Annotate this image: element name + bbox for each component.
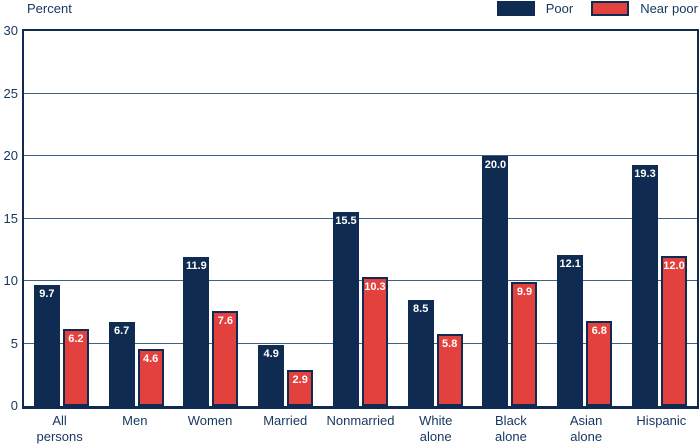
bar-group: 9.7 6.2	[33, 284, 89, 406]
bar-poor: 11.9	[183, 257, 210, 406]
bar-value-label: 9.7	[39, 287, 55, 300]
x-axis-label: White alone	[419, 413, 453, 444]
y-tick-label: 5	[10, 335, 18, 351]
bar-value-label: 9.9	[516, 286, 533, 299]
bar-near-poor: 6.8	[586, 321, 613, 406]
gridline-25	[24, 92, 697, 94]
bar-value-label: 20.0	[484, 159, 507, 171]
bar-poor: 8.5	[407, 299, 434, 406]
legend-swatch	[591, 1, 630, 16]
bar-poor: 4.9	[258, 344, 285, 406]
y-axis-title: Percent	[27, 1, 72, 16]
bar-near-poor: 10.3	[361, 277, 388, 406]
legend: Poor Near poor	[496, 1, 698, 16]
bar-near-poor: 7.6	[212, 311, 239, 406]
legend-label: Poor	[545, 1, 574, 16]
bar-value-label: 19.3	[634, 167, 656, 180]
bar-group: 11.9 7.6	[183, 257, 239, 406]
y-tick-label: 0	[10, 398, 18, 413]
bar-group: 4.9 2.9	[258, 344, 314, 406]
y-tick-label: 10	[3, 273, 18, 288]
bar-group: 12.1 6.8	[557, 254, 613, 406]
legend-swatch	[496, 1, 535, 16]
bar-group: 8.5 5.8	[407, 299, 463, 406]
bar-value-label: 15.5	[335, 215, 357, 228]
bar-value-label: 7.6	[217, 315, 234, 327]
bar-value-label: 12.0	[663, 260, 685, 272]
y-axis-ticks: 0 5 10 15 20 25 30	[0, 23, 18, 413]
gridline-15	[24, 217, 697, 219]
bar-value-label: 11.9	[186, 260, 207, 273]
bar-near-poor: 12.0	[661, 256, 687, 406]
legend-item-near-poor: Near poor	[591, 1, 698, 16]
bar-groups: 9.7 6.2 6.7 4.6 11.9 7.6 4.9 2.9 15.5 10.3 8.5 5.8 2…	[24, 31, 697, 406]
y-tick-label: 30	[3, 23, 18, 38]
x-axis-label: All persons	[36, 413, 83, 444]
bar-value-label: 4.9	[263, 347, 279, 360]
legend-item-poor: Poor	[496, 1, 574, 16]
y-tick-label: 15	[3, 210, 18, 226]
y-tick-label: 20	[3, 148, 18, 163]
bar-value-label: 4.6	[142, 352, 159, 365]
bar-poor: 12.1	[557, 254, 584, 406]
bar-poor: 9.7	[33, 284, 60, 406]
bar-group: 20.0 9.9	[482, 156, 538, 406]
x-axis-label: Asian alone	[569, 413, 603, 444]
bar-near-poor: 2.9	[287, 369, 314, 406]
bar-poor: 15.5	[332, 212, 359, 406]
bar-value-label: 10.3	[364, 281, 386, 294]
bar-near-poor: 5.8	[436, 333, 463, 406]
bar-group: 15.5 10.3	[332, 212, 388, 406]
legend-label: Near poor	[640, 1, 698, 16]
bar-value-label: 6.7	[113, 325, 130, 338]
gridline-5	[24, 342, 697, 344]
bar-group: 6.7 4.6	[108, 322, 164, 406]
bar-value-label: 2.9	[292, 373, 308, 386]
x-axis-label: Hispanic	[636, 413, 687, 428]
x-axis-label: Women	[187, 413, 233, 428]
x-axis-labels: All persons Men Women Married Nonmarried Whit…	[22, 413, 699, 445]
bar-value-label: 8.5	[413, 302, 429, 315]
bar-group: 19.3 12.0	[632, 164, 687, 406]
gridline-10	[24, 280, 697, 281]
plot-area: 9.7 6.2 6.7 4.6 11.9 7.6 4.9 2.9 15.5 10.3 8.5 5.8 2…	[22, 29, 699, 409]
bar-value-label: 6.2	[68, 332, 84, 345]
bar-near-poor: 6.2	[62, 328, 89, 406]
bar-poor: 20.0	[482, 156, 509, 406]
bar-value-label: 6.8	[591, 325, 607, 337]
x-axis-label: Black alone	[495, 413, 527, 444]
bar-near-poor: 9.9	[511, 282, 538, 406]
y-tick-label: 25	[3, 85, 18, 101]
gridline-20	[24, 155, 697, 156]
x-axis-label: Married	[263, 413, 308, 428]
x-axis-label: Men	[122, 413, 148, 428]
bar-poor: 19.3	[632, 164, 658, 406]
bar-poor: 6.7	[108, 322, 135, 406]
x-axis-label: Nonmarried	[326, 413, 395, 428]
bar-value-label: 5.8	[442, 337, 458, 350]
bar-near-poor: 4.6	[137, 348, 164, 406]
bar-value-label: 12.1	[559, 257, 581, 270]
